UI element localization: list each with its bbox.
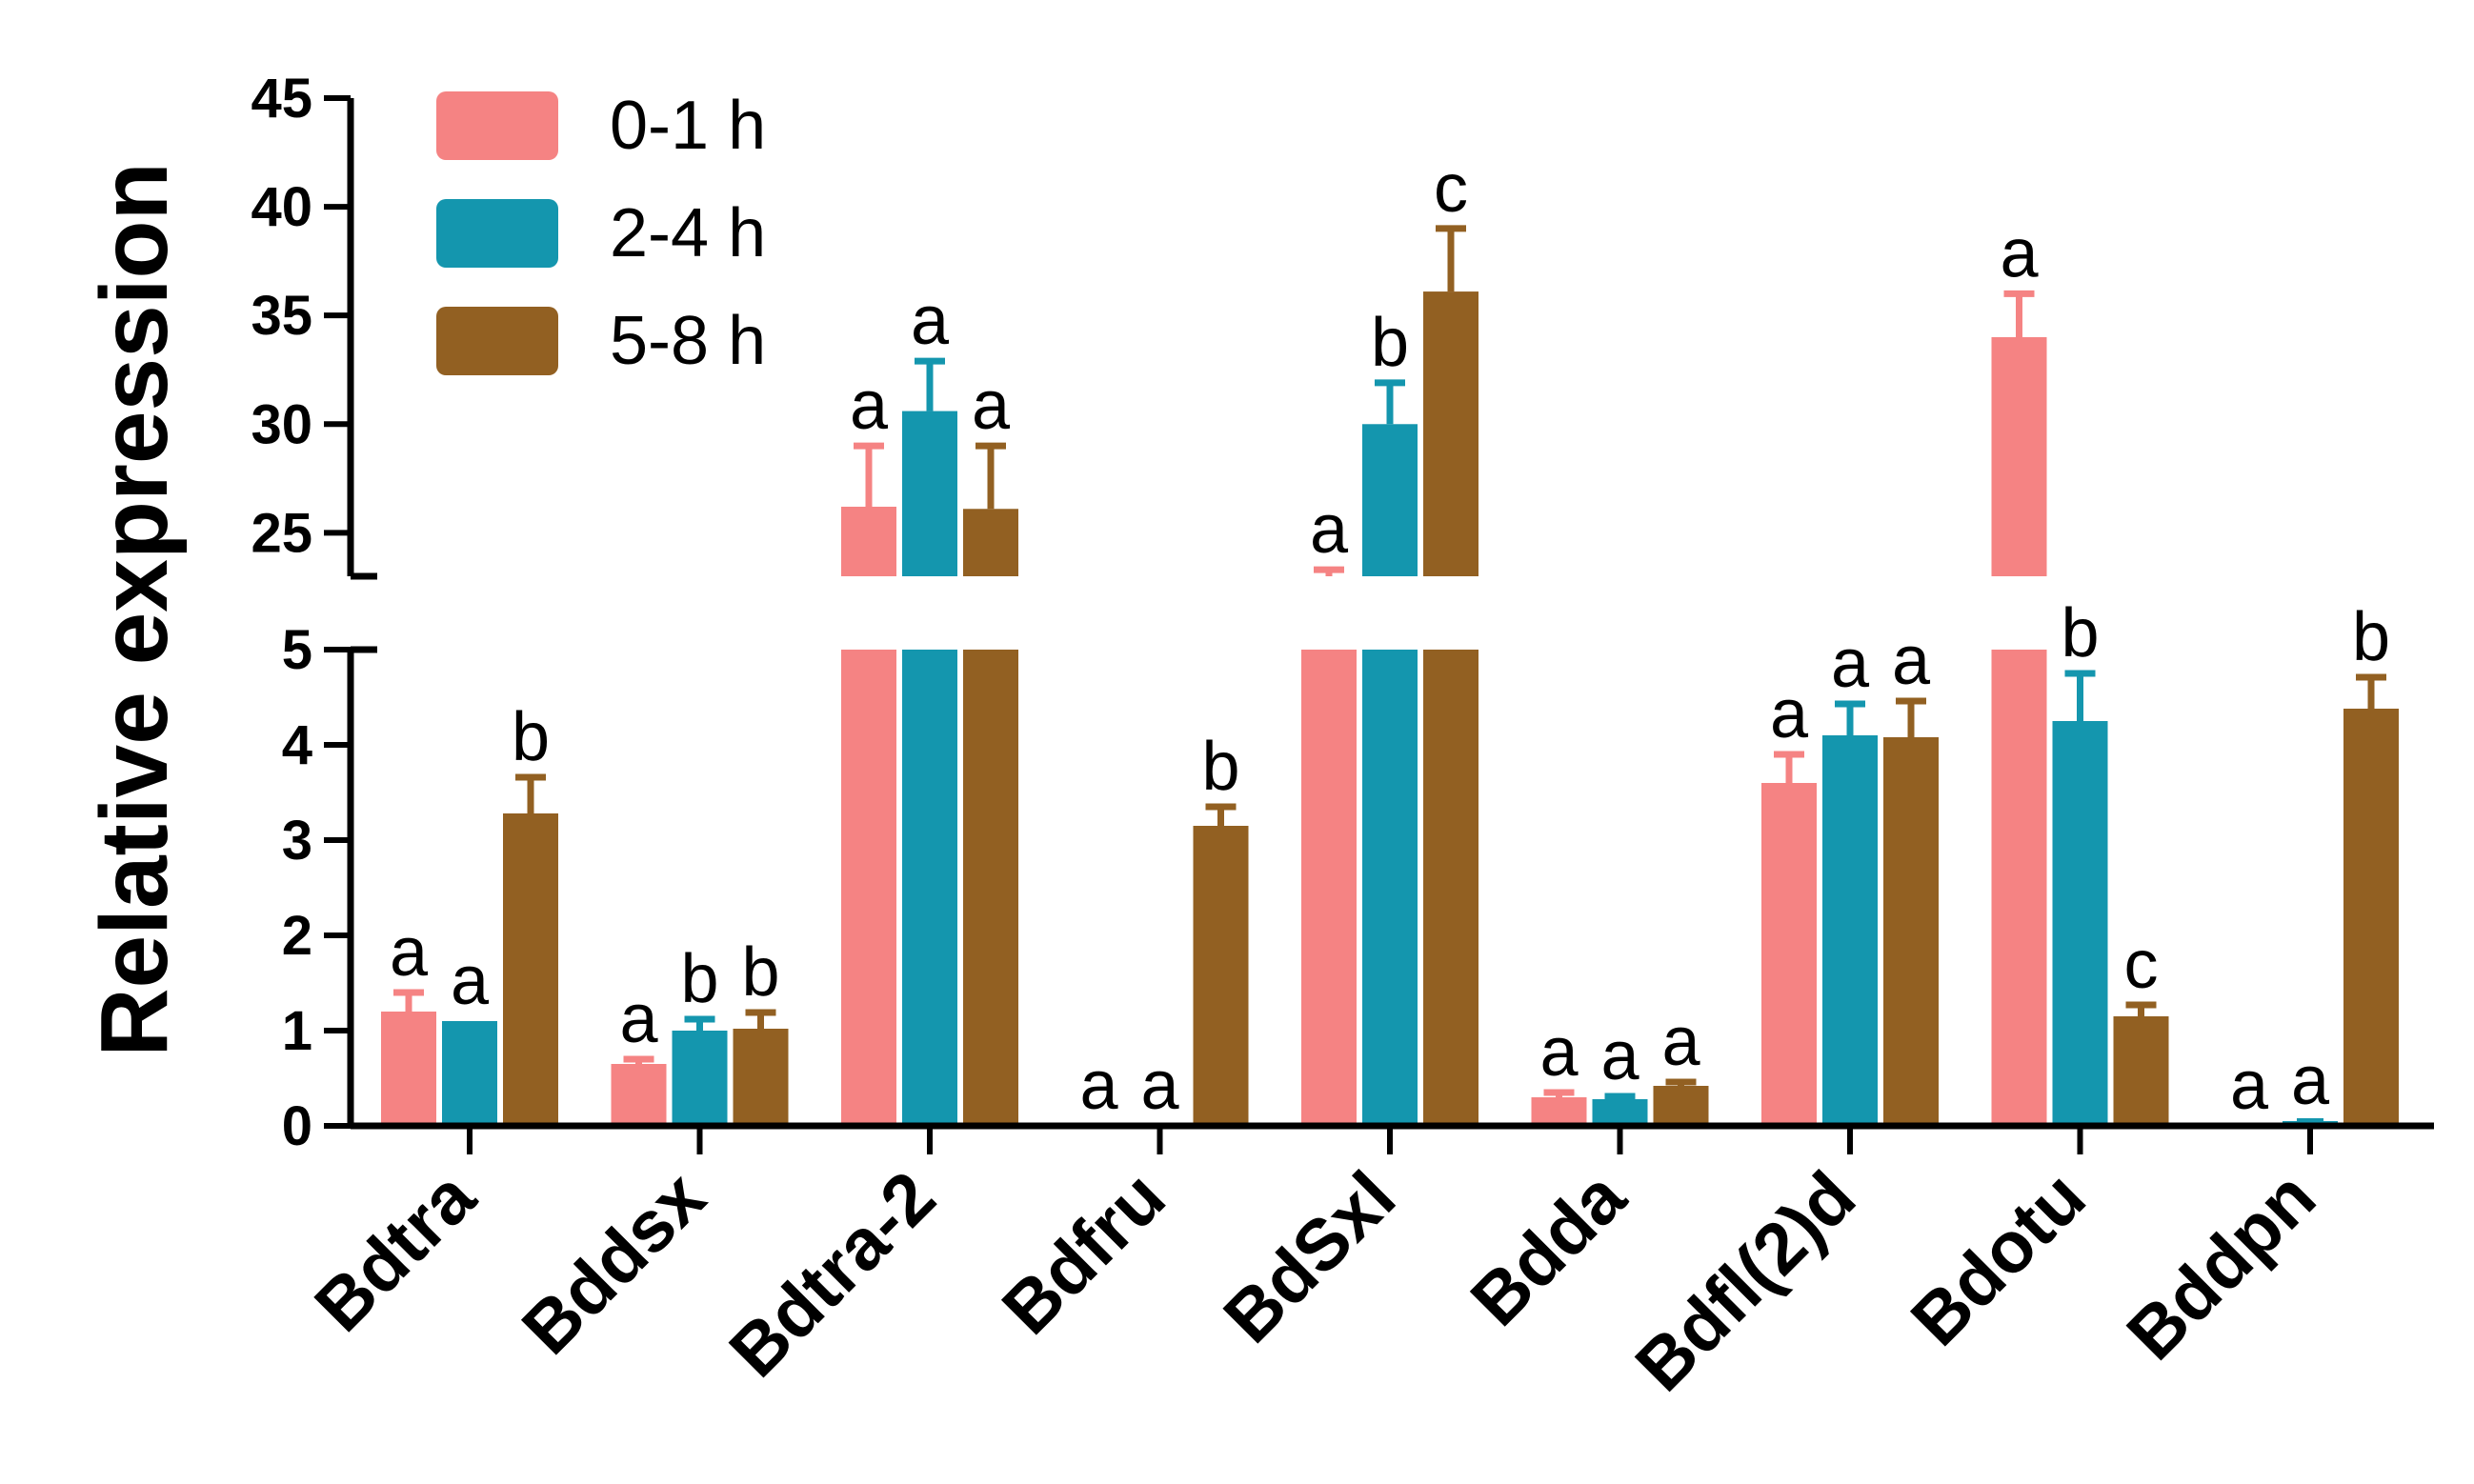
bar <box>503 813 558 1126</box>
bar-lower-segment <box>1991 650 2047 1126</box>
y-tick-label: 4 <box>282 714 312 776</box>
significance-letter: b <box>2352 599 2390 675</box>
bar-upper-segment <box>1362 424 1418 576</box>
axes <box>347 98 2434 1154</box>
category-label: BdSxl <box>1209 1156 1411 1358</box>
bar <box>672 1031 728 1126</box>
significance-letter: a <box>390 914 429 991</box>
bar <box>2343 709 2399 1126</box>
significance-letter: a <box>972 368 1011 444</box>
legend-label: 2-4 h <box>610 195 766 271</box>
y-tick-label: 45 <box>251 68 312 130</box>
significance-letter: a <box>1079 1048 1118 1124</box>
bar <box>733 1029 789 1126</box>
y-tick-label: 30 <box>251 393 312 455</box>
significance-letter: a <box>1661 1004 1700 1080</box>
significance-letter: a <box>1892 623 1931 699</box>
significance-letter: a <box>1539 1014 1579 1091</box>
significance-letter: a <box>451 943 490 1019</box>
error-bars <box>393 225 2386 1124</box>
legend-swatch <box>436 91 558 160</box>
bar <box>1883 737 1939 1126</box>
bar <box>1193 826 1249 1126</box>
significance-letter: a <box>2000 215 2039 291</box>
legend-swatch <box>436 307 558 375</box>
significance-letter: a <box>2230 1048 2269 1124</box>
bar-upper-segment <box>1423 291 1478 576</box>
category-label: Bddpn <box>2112 1156 2331 1375</box>
category-label: Bdtra-2 <box>714 1156 951 1393</box>
significance-letter: a <box>2291 1043 2330 1119</box>
bar-lower-segment <box>1362 650 1418 1126</box>
significance-letter: b <box>1201 729 1239 805</box>
significance-letter: b <box>2061 595 2099 672</box>
y-axis-title: Relative expression <box>81 162 188 1056</box>
significance-letter: c <box>1434 150 1468 227</box>
significance-letter: c <box>2124 927 2159 1003</box>
bar <box>1761 783 1817 1126</box>
category-label: Bdtra <box>300 1155 492 1347</box>
category-label: Bdfl(2)d <box>1620 1156 1871 1407</box>
bar <box>2113 1016 2169 1126</box>
bar-upper-segment <box>1991 337 2047 576</box>
bar-lower-segment <box>1301 650 1357 1126</box>
category-label: Bdfru <box>987 1156 1180 1350</box>
significance-letter: a <box>619 981 658 1057</box>
significance-letter: a <box>850 368 889 444</box>
legend-label: 5-8 h <box>610 303 766 379</box>
significance-letter: b <box>741 934 779 1011</box>
category-label: Bddsx <box>507 1156 720 1370</box>
bar <box>1653 1086 1709 1126</box>
bar <box>611 1064 667 1126</box>
bars <box>381 291 2399 1126</box>
bar-upper-segment <box>963 509 1018 576</box>
bar-lower-segment <box>1423 650 1478 1126</box>
legend: 0-1 h 2-4 h 5-8 h <box>436 88 766 379</box>
y-tick-label: 0 <box>282 1095 312 1157</box>
significance-letter: a <box>1310 491 1349 568</box>
bar-upper-segment <box>902 411 957 576</box>
significance-letter: a <box>1770 676 1809 752</box>
bar <box>1822 735 1878 1126</box>
y-tick-label: 3 <box>282 810 312 872</box>
bar <box>381 1012 436 1126</box>
significance-letter: a <box>1600 1018 1639 1094</box>
significance-letter: b <box>680 941 718 1017</box>
significance-letter: a <box>911 283 950 359</box>
y-tick-label: 2 <box>282 905 312 967</box>
significance-letter: a <box>1831 626 1870 702</box>
legend-label: 0-1 h <box>610 88 766 164</box>
bar <box>2052 721 2108 1126</box>
category-label: Bdotu <box>1896 1156 2101 1361</box>
bar <box>1531 1097 1587 1126</box>
y-tick-label: 40 <box>251 176 312 238</box>
bar <box>442 1021 497 1126</box>
y-tick-label: 1 <box>282 1000 312 1062</box>
y-tick-label: 25 <box>251 502 312 564</box>
y-tick-label: 35 <box>251 285 312 347</box>
significance-letter: b <box>512 699 550 775</box>
bar-lower-segment <box>841 650 896 1126</box>
y-tick-label: 5 <box>282 619 312 681</box>
significance-letter: b <box>1371 305 1409 381</box>
bar-upper-segment <box>841 506 896 576</box>
bar <box>1592 1099 1648 1126</box>
category-label: Bdda <box>1456 1155 1641 1341</box>
bar-lower-segment <box>902 650 957 1126</box>
significance-letter: a <box>1140 1048 1179 1124</box>
bar-lower-segment <box>963 650 1018 1126</box>
legend-swatch <box>436 199 558 268</box>
